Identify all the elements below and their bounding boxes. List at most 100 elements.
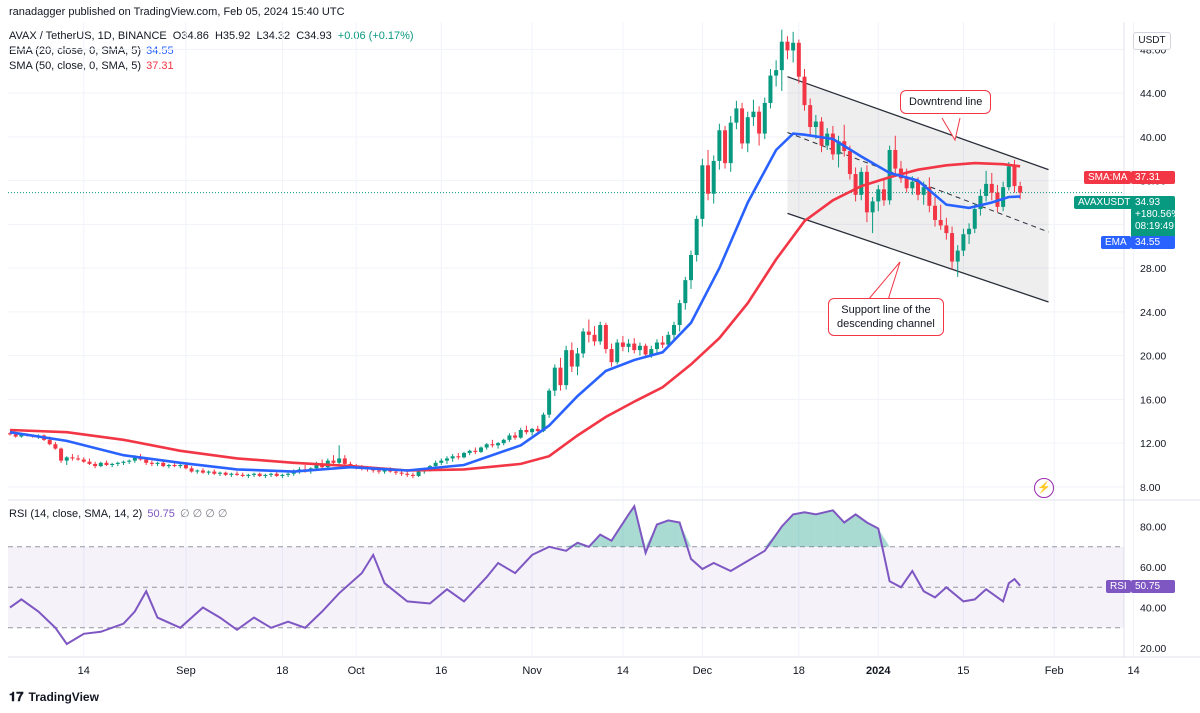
lightning-icon[interactable]: ⚡ — [1034, 478, 1054, 498]
candle-body — [649, 349, 654, 355]
candle — [166, 463, 171, 469]
price-tick-label: 44.00 — [1140, 88, 1166, 100]
footer-brand[interactable]: 𝟏𝟕 TradingView — [9, 689, 99, 705]
rsi-overbought-fill — [645, 524, 657, 547]
candle-body — [87, 461, 92, 464]
candle — [626, 339, 631, 353]
candle — [768, 69, 773, 109]
candle-body — [104, 462, 109, 465]
candle — [456, 452, 461, 460]
candle — [598, 321, 603, 345]
candle — [257, 472, 262, 478]
candle-body — [819, 121, 824, 146]
candle — [462, 451, 466, 459]
candle-body — [507, 435, 512, 440]
candle-body — [728, 122, 733, 164]
candle — [813, 114, 818, 140]
candle-body — [847, 151, 852, 175]
candle-body — [547, 390, 552, 415]
support-annotation[interactable]: Support line of the descending channel — [828, 298, 944, 336]
candle-body — [666, 334, 671, 345]
candle-body — [881, 189, 886, 201]
support-pointer — [867, 261, 901, 301]
candle — [189, 466, 194, 473]
candle-body — [859, 171, 864, 195]
candle — [246, 473, 251, 479]
candle-body — [870, 201, 875, 213]
symbol-axis-box: 34.93 +180.56% 08:19:49 — [1131, 196, 1180, 238]
candle — [581, 328, 586, 358]
rsi-legend[interactable]: RSI (14, close, SMA, 14, 2) 50.75 ∅ ∅ ∅ … — [9, 507, 227, 520]
candle — [410, 472, 415, 479]
candle-body — [376, 470, 381, 472]
candle — [76, 455, 81, 461]
candle-body — [121, 461, 126, 463]
candle-body — [853, 174, 858, 195]
legend-change: +0.06 (+0.17%) — [337, 30, 414, 42]
candle — [217, 471, 222, 476]
candle-body — [444, 458, 449, 461]
candle-body — [972, 209, 977, 229]
rsi-overbought-fill — [781, 514, 794, 547]
candle — [235, 471, 239, 476]
annotation-pointers — [867, 117, 961, 301]
candle-body — [524, 429, 529, 433]
candle-body — [541, 414, 546, 432]
candle-body — [246, 474, 251, 476]
candle-body — [405, 473, 410, 475]
candle — [944, 217, 949, 240]
ema-legend[interactable]: EMA (20, close, 0, SMA, 5) 34.55 — [9, 45, 174, 57]
candle-body — [484, 444, 489, 448]
candle — [496, 442, 501, 449]
sma-legend[interactable]: SMA (50, close, 0, SMA, 5) 37.31 — [9, 60, 174, 72]
candle — [887, 145, 892, 205]
rsi-legend-value: 50.75 — [147, 508, 175, 520]
candle-body — [314, 463, 319, 469]
candle — [683, 276, 688, 310]
candle-body — [206, 471, 211, 473]
downtrend-annotation[interactable]: Downtrend line — [900, 90, 992, 114]
time-tick-label: Dec — [693, 665, 713, 677]
candle-body — [683, 280, 688, 304]
candle-body — [955, 250, 960, 262]
candle-body — [938, 219, 943, 226]
symbol-axis-timer: 08:19:49 — [1135, 221, 1174, 232]
candle-body — [263, 474, 268, 476]
candle-body — [70, 457, 75, 459]
rsi-line — [9, 503, 1021, 646]
candle — [575, 347, 580, 376]
candle — [569, 342, 574, 373]
candle — [972, 203, 977, 234]
candle — [172, 462, 177, 468]
time-tick-label: 14 — [78, 665, 90, 677]
candle — [450, 454, 455, 462]
candle-body — [280, 474, 285, 476]
candle-body — [552, 367, 557, 391]
candle-body — [212, 471, 217, 474]
candle-body — [399, 472, 404, 474]
symbol-legend[interactable]: AVAX / TetherUS, 1D, BINANCE O34.86 H35.… — [9, 30, 414, 42]
rsi-overbought-fill — [628, 506, 635, 547]
candle — [490, 439, 495, 448]
time-tick-label: Feb — [1045, 665, 1064, 677]
candle — [643, 343, 648, 358]
time-tick-label: Nov — [522, 665, 542, 677]
rsi-pane — [8, 503, 1124, 646]
candle-body — [8, 433, 12, 435]
candle-body — [331, 460, 336, 463]
rsi-overbought-fill — [656, 520, 669, 547]
candle-body — [592, 334, 597, 342]
candle-body — [490, 444, 495, 446]
candle-body — [240, 474, 245, 476]
candle — [830, 125, 835, 160]
candle — [745, 111, 750, 153]
footer-brand-label: TradingView — [28, 690, 99, 704]
candle-body — [337, 458, 342, 463]
candle-body — [620, 342, 625, 347]
candle — [586, 319, 591, 343]
candle — [779, 29, 784, 91]
candle — [552, 364, 557, 397]
currency-button[interactable]: USDT — [1133, 32, 1171, 50]
candle — [212, 469, 217, 475]
